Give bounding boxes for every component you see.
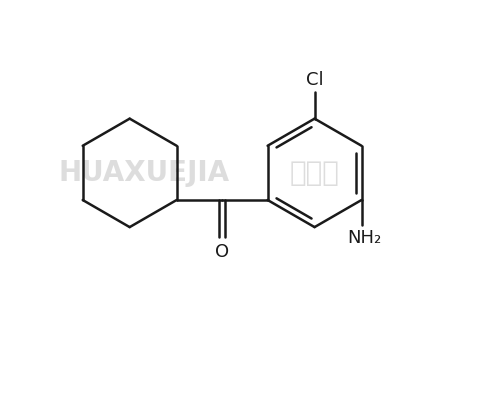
Text: O: O xyxy=(215,243,229,261)
Text: 化学加: 化学加 xyxy=(290,159,340,187)
Text: NH₂: NH₂ xyxy=(347,228,381,246)
Text: HUAXUEJIA: HUAXUEJIA xyxy=(58,159,229,187)
Text: Cl: Cl xyxy=(306,71,323,89)
